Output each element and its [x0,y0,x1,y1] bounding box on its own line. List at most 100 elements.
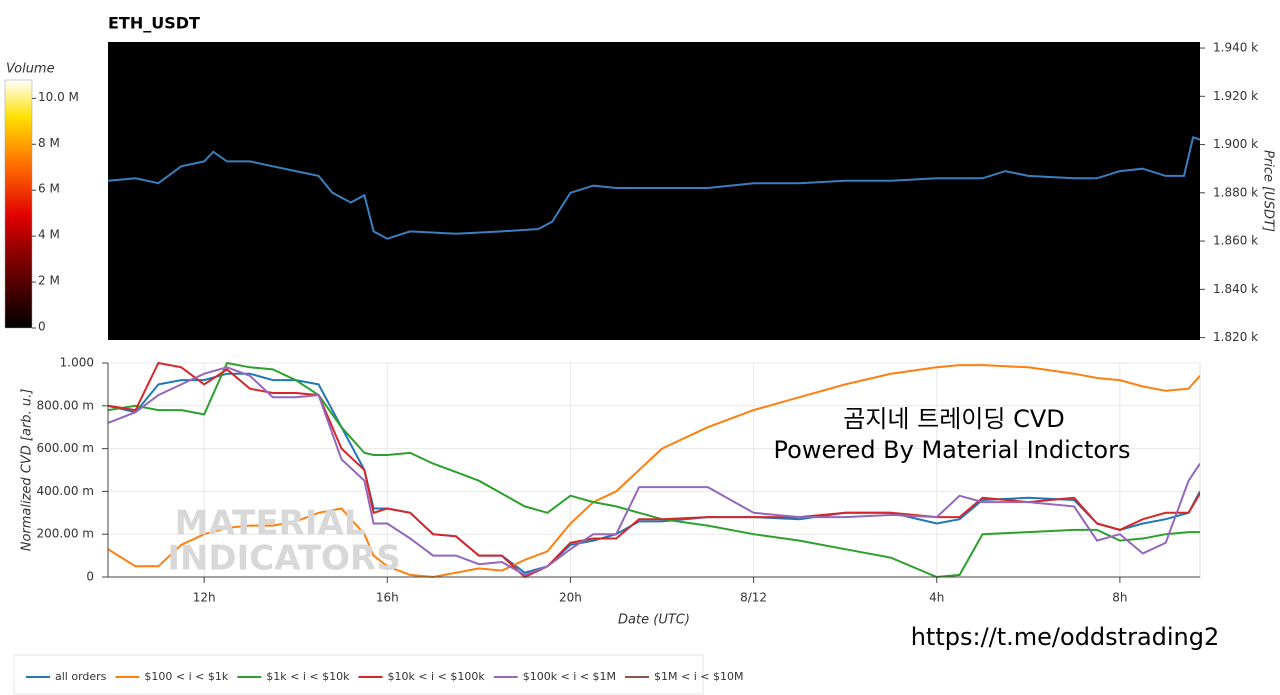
heatmap-cell [959,42,1029,64]
heatmap-cell [684,134,755,160]
y-tick-label: 1.940 k [1213,41,1258,55]
heatmap-cell [1096,62,1167,88]
heatmap-cell [959,183,1029,208]
heatmap-cell [1165,231,1200,257]
heatmap-cell [822,303,892,329]
heatmap-cell [1028,255,1098,281]
heatmap-cell [364,207,434,232]
legend-label: $100k < i < $1M [523,670,616,683]
heatmap-cell [249,207,320,232]
heatmap-cell [616,86,686,112]
heatmap-cell [433,279,503,305]
heatmap-cell [433,231,503,257]
heatmap-cell [364,303,434,329]
x-tick-label: 4h [929,591,944,605]
heatmap-cell [364,255,434,281]
heatmap-cell [890,279,961,305]
heatmap-cell [1096,255,1167,281]
heatmap-cell [890,255,961,281]
heatmap-cell [501,159,558,184]
heatmap-cell [108,62,182,88]
heatmap-cell [753,207,823,232]
heatmap-cell [501,134,558,160]
heatmap-cell [684,86,755,112]
heatmap-cell [822,327,892,340]
heatmap-cell [181,134,251,160]
heatmap-cell [108,134,182,160]
heatmap-cell [822,110,892,136]
heatmap-cell [108,303,182,329]
heatmap-cell [108,42,182,64]
y-tick-label: 1.880 k [1213,185,1258,199]
heatmap-cell [501,86,558,112]
heatmap-cell [684,231,755,257]
heatmap-cell [1096,159,1167,184]
heatmap-cell [501,327,558,340]
y-tick-label: 1.820 k [1213,330,1258,344]
heatmap-cell [1028,159,1098,184]
heatmap-cell [556,86,617,112]
heatmap-cell [249,231,320,257]
heatmap-cell [501,255,558,281]
heatmap-cell [249,303,320,329]
heatmap-cell [959,134,1029,160]
heatmap-cell [753,110,823,136]
price-line [108,135,1200,240]
heatmap-cell [556,207,617,232]
heatmap-cell [1165,303,1200,329]
heatmap-cell [616,110,686,136]
heatmap-cell [181,62,251,88]
heatmap-cell [890,134,961,160]
heatmap-cell [1028,303,1098,329]
heatmap-cell [753,279,823,305]
heatmap-cell [433,159,503,184]
heatmap-cell [890,303,961,329]
heatmap-cell [181,207,251,232]
heatmap-cell [501,231,558,257]
heatmap-cell [1096,231,1167,257]
heatmap-cell [616,207,686,232]
heatmap-cell [1096,134,1167,160]
heatmap-cell [616,134,686,160]
heatmap-cell [1096,42,1167,64]
colorbar-tick-label: 4 M [38,228,60,242]
footer-link[interactable]: https://t.me/oddstrading2 [911,623,1220,651]
heatmap-cell [181,110,251,136]
heatmap-cell [959,279,1029,305]
heatmap-cell [684,303,755,329]
heatmap-cell [249,62,320,88]
heatmap-cell [1165,62,1200,88]
legend [13,654,704,695]
y-tick-label: 1.920 k [1213,89,1258,103]
heatmap-cell [684,207,755,232]
heatmap-cell [433,62,503,88]
y-tick-label: 200.00 m [37,527,95,541]
heatmap-cell [959,110,1029,136]
heatmap-cell [959,231,1029,257]
heatmap-cell [181,303,251,329]
heatmap-cell [1165,183,1200,208]
heatmap-cell [318,303,365,329]
heatmap-cell [249,255,320,281]
heatmap-cell [501,279,558,305]
heatmap-cell [753,134,823,160]
y-tick-label: 1.000 [60,356,94,370]
x-tick-label: 12h [193,591,216,605]
heatmap-cell [501,183,558,208]
heatmap-cell [249,327,320,340]
heatmap-cell [433,207,503,232]
heatmap-cell [181,42,251,64]
heatmap-cell [318,279,365,305]
heatmap-cell [1165,134,1200,160]
heatmap-cell [501,303,558,329]
colorbar-tick-label: 6 M [38,182,60,196]
heatmap-cell [616,159,686,184]
legend-label: $1M < i < $10M [654,670,743,683]
heatmap-cell [433,86,503,112]
heatmap-cell [684,42,755,64]
heatmap-cell [1028,327,1098,340]
heatmap-cell [1165,110,1200,136]
heatmap-cell [1096,327,1167,340]
heatmap-cell [318,255,365,281]
